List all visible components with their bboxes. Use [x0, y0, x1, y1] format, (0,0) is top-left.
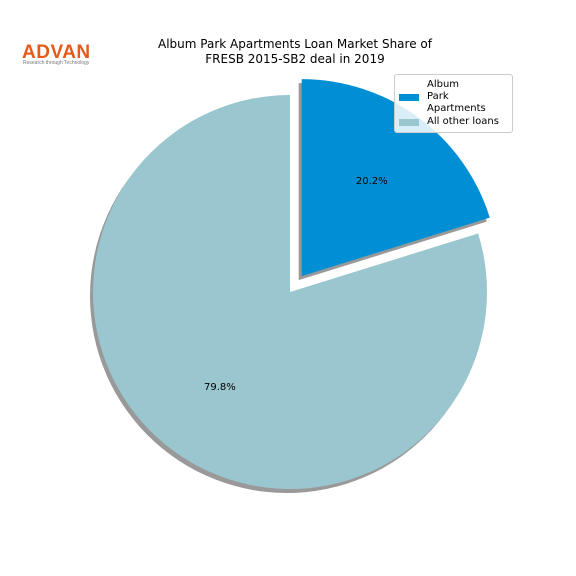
- wedge: [301, 79, 490, 277]
- legend: Album Park Apartments All other loans: [394, 74, 513, 133]
- legend-label: All other loans: [427, 116, 499, 127]
- legend-patch: [399, 118, 419, 126]
- wedge: [92, 95, 487, 490]
- legend-item: All other loans: [399, 116, 508, 128]
- legend-label: Album Park Apartments: [427, 79, 486, 114]
- chart-title: Album Park Apartments Loan Market Share …: [158, 37, 432, 66]
- value-label: 79.8%: [204, 382, 236, 393]
- logo: ADVAN: [22, 42, 91, 63]
- logo-tagline: Research through Technology: [23, 60, 90, 66]
- legend-item: Album Park Apartments: [399, 79, 508, 115]
- legend-patch: [399, 93, 419, 101]
- value-label: 20.2%: [356, 176, 388, 187]
